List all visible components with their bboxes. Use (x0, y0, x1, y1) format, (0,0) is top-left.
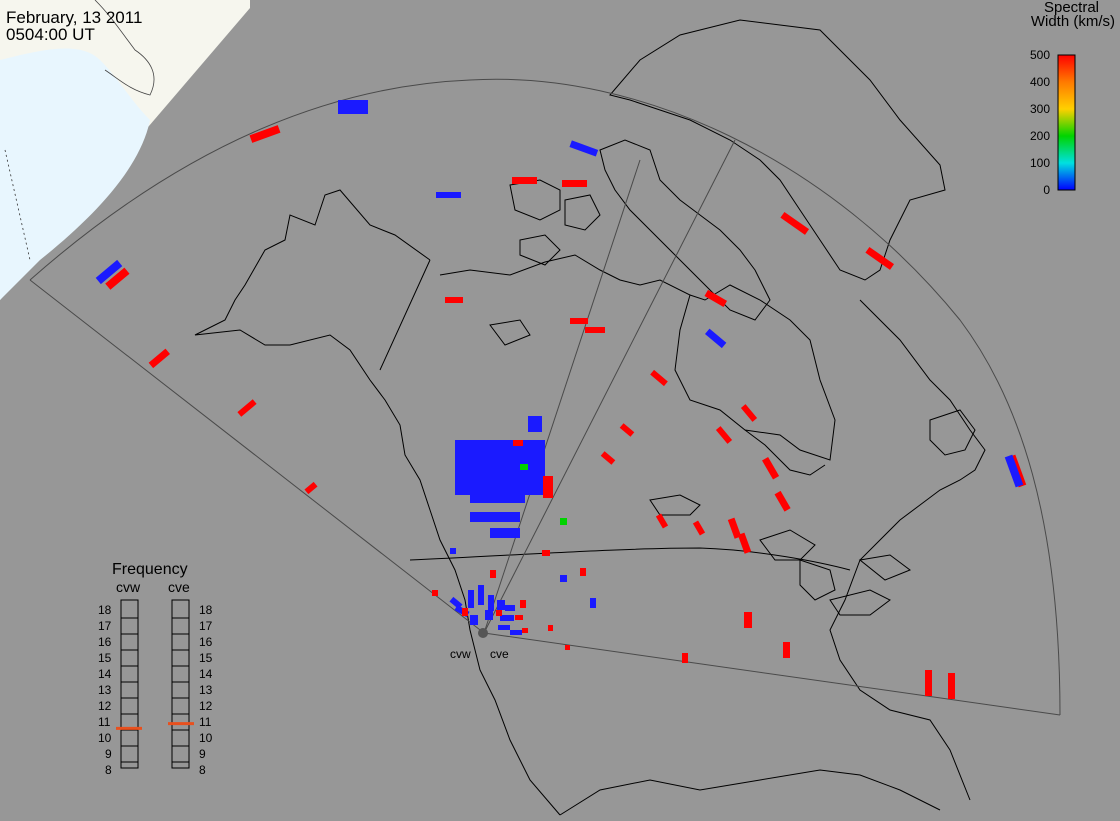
near-radar-returns (432, 570, 570, 650)
frequency-label-right-17: 17 (199, 619, 213, 633)
colorbar-tick-500: 500 (1029, 48, 1050, 62)
daylight-region (0, 0, 250, 300)
frequency-label-right-18: 18 (199, 603, 213, 617)
time-label: 0504:00 UT (6, 25, 95, 44)
colorbar-tick-100: 100 (1029, 156, 1050, 170)
coastlines (194, 19, 986, 816)
political-borders (379, 259, 851, 571)
frequency-radar-cve: cve (168, 579, 190, 595)
backscatter-blue-bars (95, 140, 1024, 608)
frequency-label-left-10: 10 (98, 731, 112, 745)
colorbar-title-line2: Width (km/s) (1030, 13, 1115, 30)
frequency-label-right-11: 11 (199, 715, 212, 729)
frequency-label-right-10: 10 (199, 731, 213, 745)
frequency-markers (116, 722, 194, 730)
colorbar-tick-400: 400 (1029, 75, 1050, 89)
frequency-label-left-8: 8 (105, 763, 112, 777)
frequency-label-left-16: 16 (98, 635, 112, 649)
backscatter-green (520, 464, 567, 525)
colorbar (1057, 54, 1076, 191)
frequency-label-left-14: 14 (98, 667, 112, 681)
colorbar-title-line1: Spectral (1043, 0, 1099, 16)
radar-field-of-view (29, 78, 1061, 716)
frequency-label-right-14: 14 (199, 667, 213, 681)
frequency-radar-cvw: cvw (116, 579, 141, 595)
frequency-label-right-13: 13 (199, 683, 213, 697)
frequency-label-right-8: 8 (199, 763, 206, 777)
site-label-cvw: cvw (450, 647, 471, 661)
backscatter-red (105, 125, 1027, 699)
frequency-label-right-16: 16 (199, 635, 213, 649)
frequency-label-right-12: 12 (199, 699, 213, 713)
frequency-label-left-17: 17 (98, 619, 112, 633)
colorbar-tick-0: 0 (1043, 183, 1050, 197)
backscatter-blue (338, 100, 545, 538)
frequency-title: Frequency (112, 561, 188, 578)
colorbar-tick-300: 300 (1029, 102, 1050, 116)
radar-site-marker (478, 628, 488, 638)
frequency-label-left-15: 15 (98, 651, 112, 665)
frequency-label-left-12: 12 (98, 699, 112, 713)
frequency-label-left-9: 9 (105, 747, 112, 761)
frequency-label-right-15: 15 (199, 651, 213, 665)
frequency-bars (120, 599, 190, 769)
site-label-cve: cve (490, 647, 509, 661)
frequency-label-right-9: 9 (199, 747, 206, 761)
colorbar-tick-200: 200 (1029, 129, 1050, 143)
date-label: February, 13 2011 (6, 8, 143, 27)
frequency-label-left-18: 18 (98, 603, 112, 617)
frequency-label-left-11: 11 (98, 715, 111, 729)
frequency-label-left-13: 13 (98, 683, 112, 697)
